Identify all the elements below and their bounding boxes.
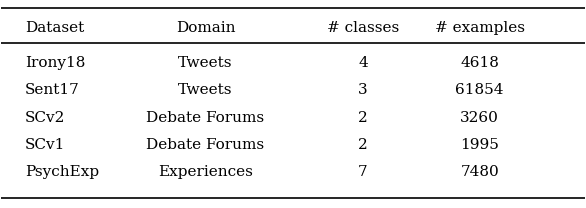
Text: Debate Forums: Debate Forums xyxy=(146,110,265,125)
Text: Dataset: Dataset xyxy=(25,21,84,35)
Text: # classes: # classes xyxy=(327,21,399,35)
Text: 7480: 7480 xyxy=(460,165,499,179)
Text: 1995: 1995 xyxy=(460,138,499,152)
Text: 4618: 4618 xyxy=(460,56,499,70)
Text: Tweets: Tweets xyxy=(178,56,233,70)
Text: Sent17: Sent17 xyxy=(25,83,80,97)
Text: 3260: 3260 xyxy=(460,110,499,125)
Text: Debate Forums: Debate Forums xyxy=(146,138,265,152)
Text: 61854: 61854 xyxy=(455,83,504,97)
Text: PsychExp: PsychExp xyxy=(25,165,99,179)
Text: 3: 3 xyxy=(358,83,368,97)
Text: 7: 7 xyxy=(358,165,368,179)
Text: # examples: # examples xyxy=(435,21,524,35)
Text: Tweets: Tweets xyxy=(178,83,233,97)
Text: SCv2: SCv2 xyxy=(25,110,65,125)
Text: 2: 2 xyxy=(358,138,368,152)
Text: 4: 4 xyxy=(358,56,368,70)
Text: Experiences: Experiences xyxy=(158,165,253,179)
Text: Domain: Domain xyxy=(176,21,235,35)
Text: Irony18: Irony18 xyxy=(25,56,85,70)
Text: 2: 2 xyxy=(358,110,368,125)
Text: SCv1: SCv1 xyxy=(25,138,65,152)
